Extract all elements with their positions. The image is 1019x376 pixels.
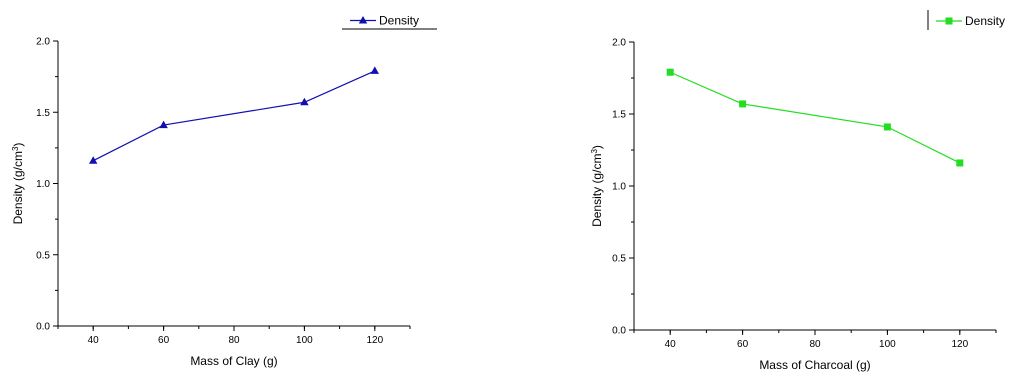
- data-point-marker: [300, 97, 309, 106]
- y-tick-label: 1.0: [36, 179, 50, 190]
- y-axis-label-tail: ): [590, 145, 604, 149]
- y-tick-label: 0.5: [612, 254, 626, 265]
- legend-swatch-marker: [358, 16, 368, 24]
- data-point-marker: [159, 120, 168, 129]
- x-tick-label: 40: [665, 339, 677, 350]
- data-point-marker: [89, 156, 98, 164]
- y-tick-label: 1.0: [612, 182, 626, 193]
- legend-swatch-marker: [945, 17, 953, 25]
- y-axis-label-sup: 3: [590, 149, 599, 154]
- data-point-marker: [739, 100, 747, 108]
- data-point-marker: [956, 159, 964, 167]
- x-tick-label: 80: [228, 335, 240, 346]
- y-axis-label: Density (g/cm3): [590, 145, 605, 227]
- x-axis-label: Mass of Clay (g): [190, 354, 277, 368]
- y-axis-label-main: Density (g/cm: [11, 151, 25, 224]
- x-tick-label: 60: [737, 339, 749, 350]
- x-axis-label: Mass of Charcoal (g): [759, 358, 870, 372]
- x-tick-label: 60: [158, 335, 170, 346]
- x-tick-label: 40: [88, 335, 100, 346]
- chart-2: 40 60 80 100 120 0.0 0.5 1.0 1.5 2.0 Mass of Charc…: [590, 10, 1005, 372]
- legend: Density: [927, 10, 1005, 30]
- x-tick-label: 100: [296, 335, 313, 346]
- y-tick-label: 2.0: [612, 38, 626, 49]
- x-tick-label: 120: [951, 339, 968, 350]
- legend: Density: [342, 14, 437, 30]
- data-point-marker: [883, 123, 891, 131]
- chart-1: 40 60 80 100 120 0.0 0.5 1.0 1.5 2.0 Mass of Clay …: [11, 14, 437, 368]
- y-axis-label: Density (g/cm3): [11, 143, 26, 225]
- y-tick-label: 1.5: [36, 108, 50, 119]
- series-line: [669, 71, 961, 164]
- y-tick-label: 2.0: [36, 37, 50, 48]
- data-point-marker: [666, 68, 674, 76]
- legend-label: Density: [965, 14, 1005, 28]
- y-tick-label: 0.5: [36, 250, 50, 261]
- x-tick-label: 80: [809, 339, 821, 350]
- y-tick-label: 0.0: [612, 326, 626, 337]
- legend-label: Density: [379, 14, 419, 28]
- series-line: [92, 70, 376, 162]
- y-tick-label: 1.5: [612, 110, 626, 121]
- x-tick-label: 120: [366, 335, 383, 346]
- y-axis-label-sup: 3: [11, 146, 20, 151]
- x-tick-label: 100: [879, 339, 896, 350]
- y-axis-label-tail: ): [11, 143, 25, 147]
- y-tick-label: 0.0: [36, 322, 50, 333]
- y-axis-label-main: Density (g/cm: [590, 154, 604, 227]
- data-point-marker: [370, 66, 379, 74]
